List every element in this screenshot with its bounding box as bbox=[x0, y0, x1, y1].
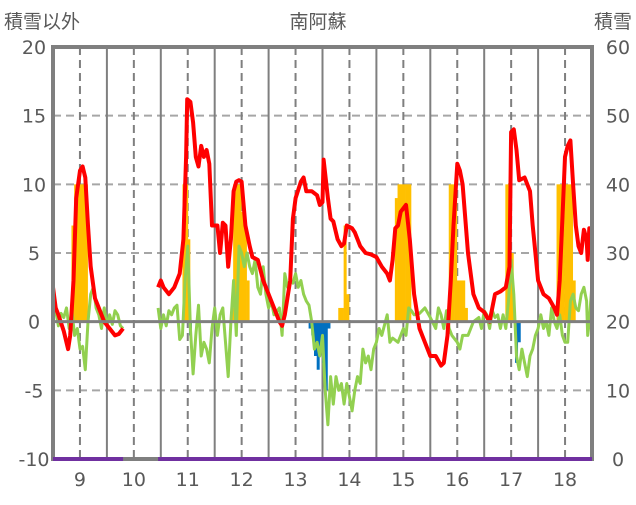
y-tick-label-left: 20 bbox=[22, 37, 46, 59]
x-tick-label: 18 bbox=[553, 469, 577, 491]
right-axis-title: 積雪 bbox=[594, 11, 632, 33]
orange-bar bbox=[462, 280, 466, 322]
orange-bar bbox=[76, 184, 80, 322]
orange-bar bbox=[82, 184, 86, 322]
orange-bar bbox=[505, 184, 509, 322]
orange-bar bbox=[556, 184, 560, 322]
y-tick-label-left: -10 bbox=[18, 449, 49, 471]
blue-bar bbox=[319, 321, 323, 350]
orange-bar bbox=[400, 184, 404, 322]
y-tick-label-right: 30 bbox=[606, 243, 630, 265]
red-series-line bbox=[51, 164, 125, 352]
orange-bar bbox=[241, 211, 245, 322]
left-axis-title: 積雪以外 bbox=[4, 11, 80, 33]
y-tick-label-right: 10 bbox=[606, 380, 630, 402]
red-series-line bbox=[156, 97, 594, 368]
x-tick-label: 10 bbox=[122, 469, 146, 491]
y-tick-label-right: 40 bbox=[606, 174, 630, 196]
orange-bar bbox=[564, 184, 568, 322]
orange-bar bbox=[84, 184, 88, 322]
orange-bar bbox=[182, 184, 186, 322]
orange-bar bbox=[464, 307, 468, 322]
blue-bar bbox=[313, 321, 317, 356]
y-tick-label-right: 0 bbox=[612, 449, 624, 471]
orange-bar bbox=[394, 198, 398, 322]
x-tick-label: 12 bbox=[230, 469, 254, 491]
orange-bar bbox=[570, 184, 574, 322]
x-tick-label: 17 bbox=[499, 469, 523, 491]
orange-bar bbox=[346, 294, 350, 322]
y-tick-label-left: 5 bbox=[28, 243, 40, 265]
x-tick-label: 9 bbox=[74, 469, 86, 491]
y-tick-label-right: 50 bbox=[606, 106, 630, 128]
blue-bar bbox=[308, 321, 312, 329]
y-tick-label-left: -5 bbox=[25, 380, 44, 402]
orange-bar bbox=[459, 280, 463, 322]
x-tick-label: 14 bbox=[337, 469, 361, 491]
series-lines bbox=[51, 97, 594, 427]
orange-bar bbox=[243, 225, 247, 322]
y-tick-label-left: 0 bbox=[28, 312, 40, 334]
orange-bar bbox=[340, 307, 344, 322]
orange-bar bbox=[561, 184, 565, 322]
orange-bar bbox=[456, 280, 460, 322]
orange-bar bbox=[233, 184, 237, 322]
orange-bar bbox=[567, 184, 571, 322]
x-tick-label: 16 bbox=[445, 469, 469, 491]
y-tick-label-right: 20 bbox=[606, 312, 630, 334]
orange-bar bbox=[405, 184, 409, 322]
orange-bar bbox=[338, 307, 342, 322]
orange-bar bbox=[454, 184, 458, 322]
orange-bar bbox=[343, 225, 347, 322]
y-tick-label-left: 15 bbox=[22, 106, 46, 128]
blue-bar bbox=[517, 321, 521, 343]
x-tick-label: 15 bbox=[391, 469, 415, 491]
x-tick-label: 13 bbox=[283, 469, 307, 491]
green-series-line bbox=[156, 244, 594, 427]
orange-bar bbox=[79, 184, 83, 322]
orange-bar bbox=[402, 184, 406, 322]
orange-bar bbox=[246, 280, 250, 322]
x-tick-label: 11 bbox=[176, 469, 200, 491]
blue-bar bbox=[327, 321, 331, 329]
y-tick-label-left: 10 bbox=[22, 174, 46, 196]
y-tick-label-right: 60 bbox=[606, 37, 630, 59]
orange-bar bbox=[397, 184, 401, 322]
blue-bar bbox=[324, 321, 328, 391]
chart-title: 南阿蘇 bbox=[289, 11, 346, 33]
